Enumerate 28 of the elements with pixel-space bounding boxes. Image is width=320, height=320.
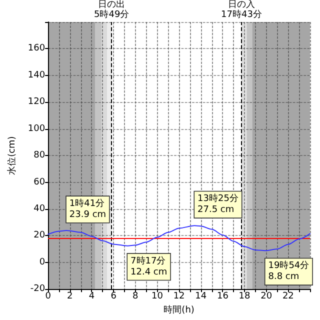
- line-series: [48, 225, 310, 252]
- y-tick-label: 60: [34, 177, 46, 188]
- x-tick-label: 2: [67, 292, 73, 302]
- x-tick-label: 14: [195, 292, 207, 302]
- y-tick-label: 160: [28, 44, 46, 54]
- y-tick-label: 40: [34, 204, 46, 214]
- x-tick-label: 8: [132, 292, 139, 302]
- x-tick-label: 6: [110, 292, 117, 302]
- x-tick-label: 16: [216, 292, 229, 302]
- y-tick-label: 20: [34, 230, 46, 241]
- y-tick-label: 100: [28, 124, 46, 134]
- y-tick-label: 0: [39, 257, 46, 268]
- x-tick-label: 22: [282, 292, 294, 302]
- x-tick-label: 10: [151, 292, 164, 302]
- annotation: 1時41分 23.9 cm: [69, 198, 106, 220]
- y-tick-label: -20: [30, 284, 46, 294]
- y-axis-title: 水位(cm): [6, 136, 18, 175]
- y-tick-label: 140: [28, 70, 46, 80]
- x-tick-label: 18: [238, 292, 251, 302]
- annotation: 19時54分 8.8 cm: [268, 260, 310, 282]
- x-tick-label: 12: [173, 292, 185, 302]
- annotation: 7時17分 12.4 cm: [130, 255, 168, 278]
- y-tick-label: 80: [34, 150, 46, 161]
- y-tick-label: 120: [28, 97, 46, 108]
- x-tick-label: 20: [260, 292, 272, 302]
- x-axis-title: 時間(h): [164, 304, 194, 316]
- x-tick-label: 4: [88, 292, 95, 302]
- annotation: 13時25分 27.5 cm: [198, 193, 238, 216]
